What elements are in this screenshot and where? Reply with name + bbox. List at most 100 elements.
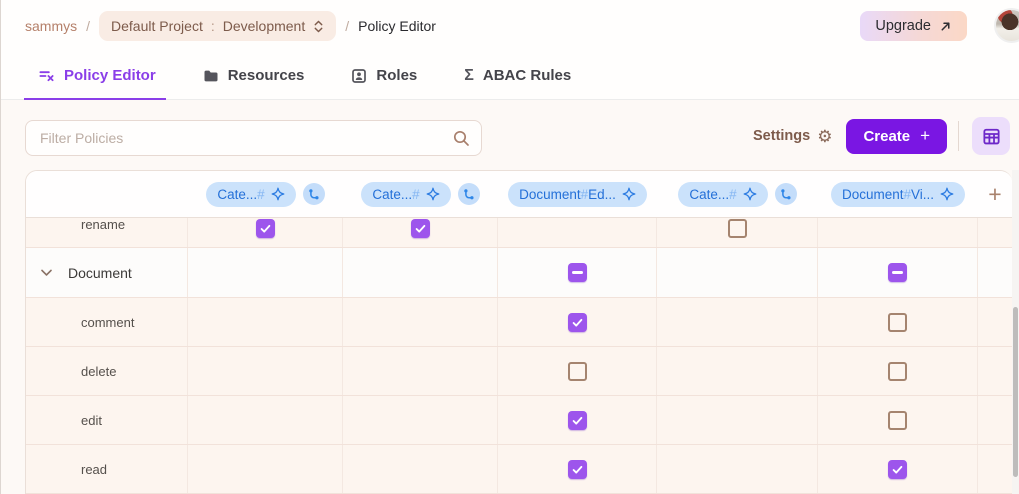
permission-cell	[657, 218, 818, 247]
action-label-cell: delete	[26, 347, 188, 395]
permission-cell	[498, 248, 657, 297]
policy-filter-icon	[38, 67, 55, 84]
permission-checkbox-unchecked[interactable]	[888, 361, 907, 381]
permission-cell	[657, 445, 818, 493]
project-environment-selector[interactable]: Default Project : Development	[99, 11, 337, 41]
vertical-scrollbar[interactable]	[1012, 170, 1019, 494]
column-header: Document#Ed...	[498, 171, 657, 217]
updown-chevron-icon	[313, 19, 324, 34]
action-name: rename	[81, 218, 126, 232]
role-pill[interactable]: Document#Vi...	[830, 181, 966, 207]
scrollbar-thumb[interactable]	[1013, 307, 1018, 477]
derived-role-badge[interactable]	[774, 183, 797, 205]
action-label-cell: comment	[26, 298, 188, 346]
overflow-cell	[978, 218, 1012, 247]
permission-cell	[498, 445, 657, 493]
window-left-border	[0, 0, 1, 494]
permission-checkbox-unchecked[interactable]	[727, 218, 747, 238]
permission-cell	[343, 298, 498, 346]
action-row: delete	[26, 347, 1012, 396]
role-pill[interactable]: Document#Ed...	[508, 181, 647, 207]
action-name: comment	[81, 314, 135, 330]
minus-icon	[892, 271, 903, 274]
user-avatar[interactable]	[994, 8, 1019, 43]
permission-cell	[188, 445, 343, 493]
column-header: Cate...#	[343, 171, 498, 217]
permission-cell	[343, 396, 498, 444]
permission-checkbox-checked[interactable]	[567, 410, 587, 430]
derived-role-icon	[307, 188, 320, 201]
grid-view-icon	[981, 126, 1002, 147]
permission-checkbox-unchecked[interactable]	[888, 312, 907, 332]
permission-checkbox-indeterminate[interactable]	[567, 263, 587, 282]
permission-cell	[498, 218, 657, 247]
tab-policy-editor[interactable]: Policy Editor	[24, 52, 166, 100]
permission-checkbox-checked[interactable]	[888, 459, 907, 479]
permission-cell	[657, 396, 818, 444]
column-header: Cate...#	[657, 171, 818, 217]
check-icon	[414, 222, 427, 235]
permission-cell	[818, 298, 978, 346]
column-header: Cate...#	[188, 171, 343, 217]
create-button[interactable]: Create +	[846, 118, 948, 154]
tab-label: Roles	[376, 67, 418, 84]
grid-view-toggle[interactable]	[972, 117, 1011, 155]
role-pill[interactable]: Cate...#	[206, 181, 296, 207]
minus-icon	[571, 271, 583, 274]
tab-roles[interactable]: Roles	[351, 52, 417, 99]
role-pill[interactable]: Cate...#	[361, 181, 451, 207]
project-name: Default Project	[111, 18, 203, 34]
resource-column-header	[26, 171, 188, 217]
overflow-cell	[978, 248, 1012, 297]
permission-checkbox-checked[interactable]	[567, 312, 587, 332]
permission-cell	[498, 347, 657, 395]
sparkle-diamond-icon	[271, 187, 285, 201]
permission-checkbox-unchecked[interactable]	[567, 361, 587, 381]
table-header-row: Cate...# Cate...# Document#Ed... Cate...# Do…	[26, 171, 1012, 218]
upgrade-button[interactable]: Upgrade	[860, 11, 967, 41]
top-bar: sammys / Default Project : Development /…	[0, 0, 1019, 52]
permission-cell	[498, 396, 657, 444]
permission-cell	[657, 347, 818, 395]
permission-checkbox-checked[interactable]	[410, 218, 430, 238]
derived-role-badge[interactable]	[457, 183, 480, 205]
permission-checkbox-checked[interactable]	[255, 218, 275, 238]
upgrade-label: Upgrade	[875, 18, 931, 34]
breadcrumb-org[interactable]: sammys	[25, 18, 78, 34]
permission-cell	[818, 396, 978, 444]
check-icon	[571, 316, 584, 329]
permission-checkbox-checked[interactable]	[567, 459, 587, 479]
permission-cell	[188, 248, 343, 297]
action-name: delete	[81, 363, 117, 379]
role-pill[interactable]: Cate...#	[678, 181, 768, 207]
tab-resources[interactable]: Resources	[203, 52, 304, 99]
check-icon	[571, 463, 584, 476]
collapse-chevron-icon[interactable]	[39, 265, 54, 280]
derived-role-icon	[779, 188, 792, 201]
check-icon	[891, 463, 904, 476]
filter-policies-input[interactable]	[25, 120, 482, 156]
sparkle-diamond-icon	[426, 187, 440, 201]
permission-checkbox-indeterminate[interactable]	[888, 263, 907, 282]
permission-cell	[188, 347, 343, 395]
action-name: edit	[81, 412, 102, 428]
permission-cell	[343, 248, 498, 297]
settings-label: Settings	[753, 128, 811, 144]
permission-cell	[498, 298, 657, 346]
derived-role-badge[interactable]	[302, 183, 325, 205]
check-icon	[571, 414, 584, 427]
project-env-colon: :	[210, 18, 215, 34]
tab-abac-rules[interactable]: Σ ABAC Rules	[464, 52, 571, 99]
settings-button[interactable]: Settings ⚙	[753, 128, 832, 145]
permission-cell	[188, 298, 343, 346]
tab-label: Policy Editor	[64, 67, 156, 84]
plus-icon: +	[920, 126, 931, 145]
action-label-cell: edit	[26, 396, 188, 444]
action-name: read	[81, 461, 108, 477]
permission-cell	[188, 396, 343, 444]
breadcrumb: sammys / Default Project : Development /…	[25, 11, 436, 41]
add-column-button[interactable]: +	[988, 180, 1002, 207]
permission-cell	[343, 218, 498, 247]
tab-bar: Policy Editor Resources Roles Σ ABAC Rules	[0, 52, 1019, 100]
permission-checkbox-unchecked[interactable]	[888, 410, 907, 430]
